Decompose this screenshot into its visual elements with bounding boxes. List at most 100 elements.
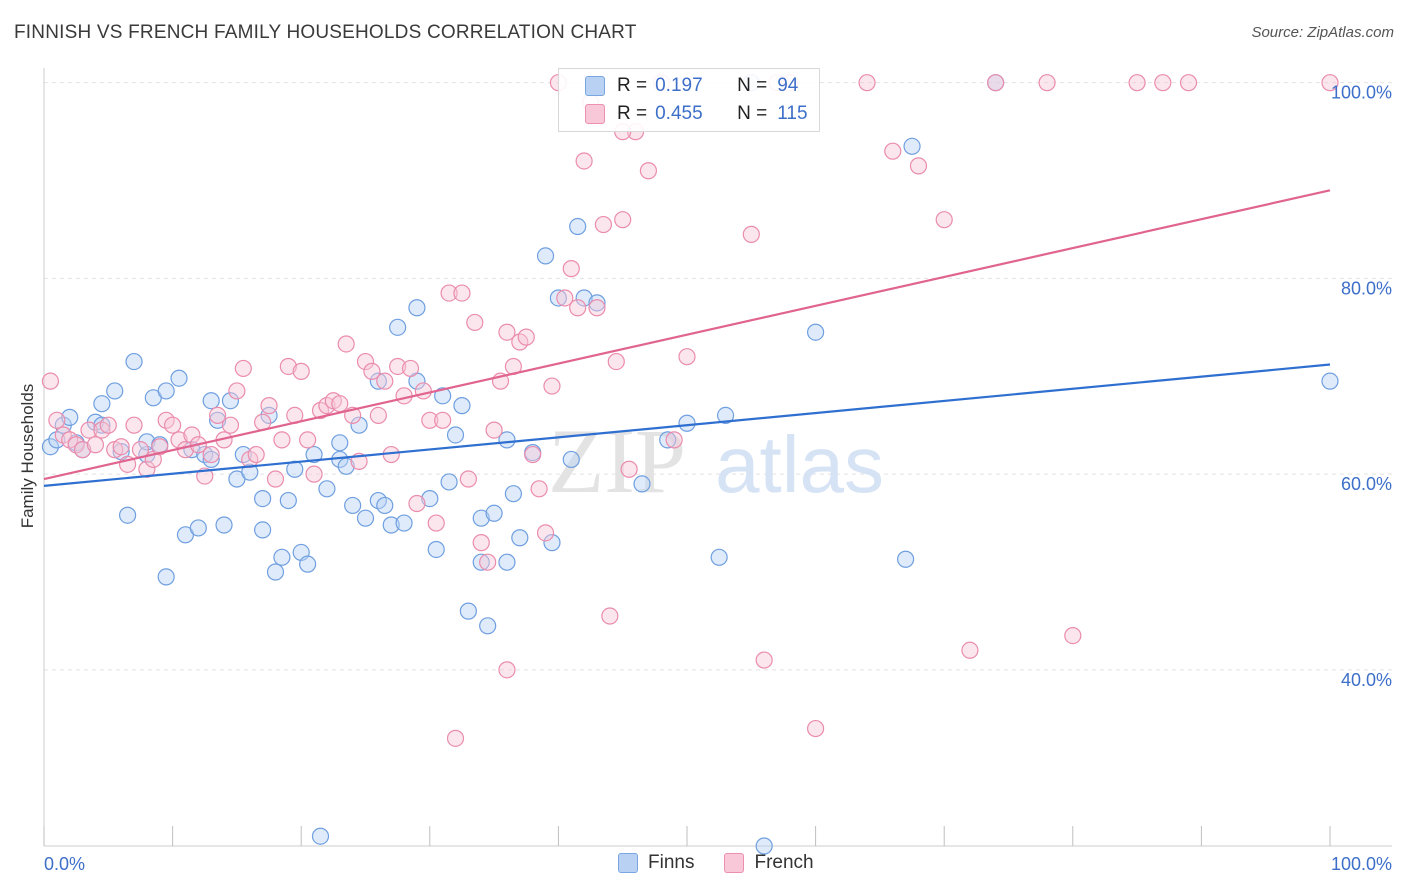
- finns-point: [562, 450, 580, 469]
- french-point: [1038, 74, 1056, 92]
- french-point: [1064, 626, 1082, 645]
- french-point: [331, 395, 349, 413]
- tick-labels: 40.0% 60.0% 80.0% 100.0% 0.0% 100.0%: [43, 83, 1392, 874]
- french-point: [363, 362, 381, 380]
- finns-r-label: R =: [617, 75, 648, 96]
- x-tick-label-min: 0.0%: [44, 854, 85, 874]
- french-point: [1179, 74, 1198, 92]
- finns-point: [125, 352, 143, 371]
- french-point: [427, 514, 445, 532]
- legend-item-finns[interactable]: Finns: [618, 852, 694, 874]
- french-point: [884, 142, 902, 160]
- y-tick-label: 80.0%: [1341, 278, 1392, 298]
- finns-point: [382, 516, 400, 534]
- french-point: [614, 211, 632, 229]
- stats-legend: R = 0.197 N = 94 R = 0.455 N = 115: [558, 68, 820, 132]
- french-point: [485, 421, 503, 439]
- finns-point: [549, 289, 568, 307]
- finns-point: [266, 563, 285, 581]
- french-point: [440, 284, 458, 302]
- finns-point: [408, 299, 426, 317]
- finns-point: [504, 485, 522, 503]
- legend-item-french[interactable]: French: [724, 852, 814, 874]
- finns-point: [633, 475, 651, 493]
- french-point: [601, 607, 619, 625]
- french-r-value: 0.455: [655, 103, 703, 124]
- finns-point: [903, 137, 921, 155]
- finns-point: [440, 473, 458, 491]
- french-point: [151, 438, 169, 456]
- french-point: [987, 74, 1005, 92]
- french-point: [369, 406, 387, 425]
- legend-row-finns: R = 0.197 N = 94: [585, 74, 798, 98]
- watermark-atlas: atlas: [715, 420, 884, 509]
- finns-point: [710, 548, 728, 566]
- finns-point: [202, 392, 220, 410]
- french-point: [356, 352, 375, 371]
- finns-point: [395, 514, 413, 532]
- french-legend-label: French: [754, 852, 814, 873]
- finns-point: [118, 506, 137, 524]
- french-point: [337, 335, 355, 353]
- french-point: [466, 313, 484, 332]
- french-point: [909, 157, 928, 175]
- french-point: [273, 431, 291, 449]
- french-r-label: R =: [617, 103, 648, 124]
- french-point: [305, 465, 323, 483]
- finns-point: [427, 540, 445, 559]
- french-point: [498, 661, 516, 679]
- french-point: [209, 406, 227, 425]
- finns-legend-swatch: [618, 853, 638, 873]
- french-point: [221, 416, 240, 434]
- french-point: [517, 328, 535, 346]
- french-point: [414, 382, 432, 400]
- french-point: [228, 382, 246, 400]
- x-tick-label-max: 100.0%: [1331, 854, 1392, 874]
- french-point: [421, 411, 439, 429]
- finns-point: [157, 568, 175, 586]
- french-point: [459, 470, 477, 488]
- finns-point: [157, 382, 175, 400]
- finns-point: [716, 406, 735, 425]
- finns-point: [376, 496, 394, 515]
- series-legend: Finns French: [618, 852, 844, 874]
- french-n-label: N =: [737, 103, 768, 124]
- finns-point: [897, 550, 915, 568]
- french-point: [536, 524, 555, 542]
- french-point: [588, 299, 606, 317]
- french-point: [556, 289, 574, 307]
- finns-point: [511, 529, 529, 547]
- french-point: [935, 211, 953, 229]
- french-point: [446, 729, 465, 747]
- watermark: ZIP atlas: [548, 410, 884, 512]
- finns-point: [350, 416, 368, 434]
- finns-legend-label: Finns: [648, 852, 695, 873]
- finns-point: [311, 827, 330, 845]
- finns-point: [543, 534, 561, 552]
- finns-trend-line: [43, 363, 1331, 487]
- french-point: [260, 397, 278, 415]
- chart-title: FINNISH VS FRENCH FAMILY HOUSEHOLDS CORR…: [14, 22, 637, 43]
- french-point: [434, 411, 452, 429]
- french-point: [479, 553, 497, 571]
- finns-point: [479, 617, 497, 635]
- finns-point: [299, 555, 317, 573]
- finns-point: [279, 491, 297, 510]
- french-point: [453, 284, 471, 302]
- french-point: [279, 357, 297, 376]
- french-point: [202, 445, 220, 464]
- french-point: [498, 323, 516, 341]
- finns-point: [498, 553, 516, 571]
- french-point: [112, 438, 130, 456]
- finns-n-value: 94: [777, 75, 799, 96]
- finns-point: [344, 496, 362, 515]
- french-point: [562, 260, 580, 278]
- finns-point: [241, 463, 259, 481]
- finns-point: [659, 431, 677, 449]
- finns-point: [93, 395, 111, 413]
- french-point: [594, 215, 613, 234]
- finns-point: [254, 489, 272, 508]
- finns-point: [189, 519, 207, 537]
- finns-point: [446, 426, 465, 444]
- french-point: [73, 441, 92, 459]
